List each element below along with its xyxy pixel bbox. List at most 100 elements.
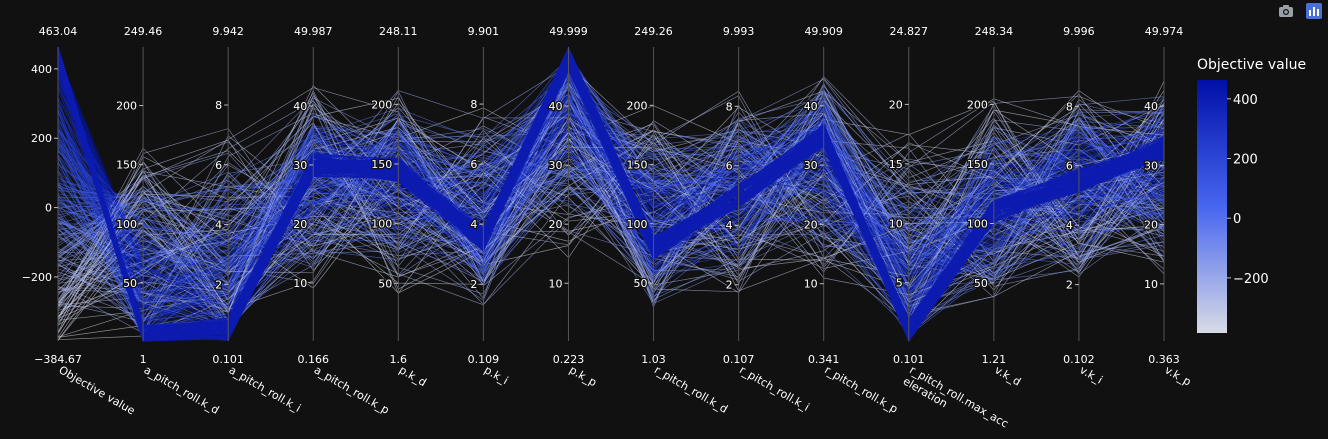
axis-title: Objective value (57, 363, 138, 417)
axis-tick-label: 50 (974, 277, 988, 290)
plotly-logo-button[interactable] (1304, 2, 1324, 20)
trial-line (57, 61, 1165, 268)
axis-max-label: 248.34 (975, 25, 1014, 38)
axis-tick-label: 10 (1144, 278, 1158, 291)
axis-tick-label: 40 (1144, 100, 1158, 113)
axis-max-label: 9.996 (1063, 25, 1095, 38)
best-trial-line (57, 55, 1165, 340)
axis-min-label: 1.03 (641, 353, 666, 366)
axis-tick-label: 6 (1066, 160, 1073, 173)
trial-line (57, 55, 1165, 307)
axis-tick-label: 30 (1144, 159, 1158, 172)
axis-tick-label: 2 (215, 278, 222, 291)
trial-line (57, 85, 1165, 291)
trial-line (57, 87, 1165, 318)
axis-tick-label: 100 (967, 217, 988, 230)
axis-tick-label: 15 (889, 158, 903, 171)
axis-title: v.k_p (1163, 363, 1194, 388)
trial-line (57, 98, 1165, 301)
camera-icon (1279, 5, 1293, 17)
axis-tick-label: 200 (967, 99, 988, 112)
axis-max-label: 49.987 (294, 25, 333, 38)
axis-min-label: 0.223 (553, 353, 585, 366)
trial-line (57, 65, 1165, 293)
colorbar-tick-label: 400 (1233, 93, 1258, 108)
axis-tick-label: 50 (634, 277, 648, 290)
axis-tick-label: 30 (293, 159, 307, 172)
axis-max-label: 248.11 (379, 25, 418, 38)
axis-min-label: 0.166 (297, 353, 329, 366)
trial-line (57, 125, 1165, 329)
axis-tick-label: 10 (889, 217, 903, 230)
axis-title: v.k_d (992, 363, 1023, 388)
trial-line (57, 97, 1165, 306)
axis-title: v.k_i (1077, 363, 1104, 386)
colorbar-gradient (1197, 80, 1227, 333)
axis-tick-label: 400 (31, 63, 52, 76)
axis-min-label: 0.363 (1148, 353, 1180, 366)
trial-line (57, 88, 1165, 304)
axis-tick-label: 8 (215, 99, 222, 112)
axis-min-label: 0.101 (893, 353, 925, 366)
colorbar-title: Objective value (1197, 57, 1306, 73)
axis-min-label: 0.341 (808, 353, 840, 366)
axis-title: r_pitch_roll.k_p (822, 363, 900, 415)
colorbar-tick-label: 0 (1233, 212, 1241, 227)
camera-button[interactable] (1276, 2, 1296, 20)
axis-tick-label: 200 (31, 132, 52, 145)
axis-min-label: −384.67 (34, 353, 82, 366)
axis-tick-label: 8 (726, 100, 733, 113)
axis-tick-label: 30 (548, 159, 562, 172)
axis-max-label: 24.827 (890, 25, 929, 38)
colorbar-tick-label: −200 (1233, 272, 1269, 287)
trial-line (57, 86, 1165, 270)
axis-title: r_pitch_roll.k_d (652, 363, 730, 415)
axis-max-label: 9.942 (212, 25, 244, 38)
colorbar-tick-label: 200 (1233, 153, 1258, 168)
best-trial-line (57, 57, 1165, 341)
plotly-logo-icon (1306, 3, 1322, 19)
axis-min-label: 1.21 (982, 353, 1007, 366)
trial-line (57, 72, 1165, 269)
axis-tick-label: 150 (371, 158, 392, 171)
axis-tick-label: 20 (804, 218, 818, 231)
axis-tick-label: 10 (548, 277, 562, 290)
trial-line (57, 126, 1165, 333)
axis-tick-label: 40 (804, 100, 818, 113)
axis-min-label: 0.107 (723, 353, 755, 366)
axis-tick-label: 30 (804, 159, 818, 172)
axis-min-label: 0.101 (212, 353, 244, 366)
axis-6[interactable]: 49.999 0.223 40 30 20 10 p.k_p (547, 25, 599, 389)
axis-4[interactable]: 248.11 1.6 200 150 100 50 p.k_d (370, 25, 429, 389)
axis-tick-label: 5 (896, 277, 903, 290)
axis-tick-label: 50 (378, 277, 392, 290)
axis-min-label: 0.109 (468, 353, 500, 366)
axis-tick-label: 200 (627, 99, 648, 112)
axis-max-label: 49.999 (549, 25, 588, 38)
axis-max-label: 9.993 (723, 25, 755, 38)
trial-line (57, 64, 1165, 317)
trial-line (57, 108, 1165, 326)
axis-tick-label: 4 (470, 218, 477, 231)
axis-tick-label: 150 (116, 159, 137, 172)
trial-line (57, 82, 1165, 304)
trial-line (57, 74, 1165, 318)
axis-tick-label: 100 (627, 218, 648, 231)
axis-tick-label: 0 (45, 202, 52, 215)
axis-max-label: 49.909 (804, 25, 843, 38)
axis-tick-label: −200 (22, 271, 52, 284)
axis-tick-label: 6 (470, 158, 477, 171)
trial-line (57, 118, 1165, 334)
axis-tick-label: 150 (627, 159, 648, 172)
axis-tick-label: 150 (967, 158, 988, 171)
best-trial-line (57, 47, 1165, 343)
axis-tick-label: 100 (371, 218, 392, 231)
axis-tick-label: 40 (293, 100, 307, 113)
axis-5[interactable]: 9.901 0.109 8 6 4 2 p.k_i (468, 25, 511, 387)
axis-title: p.k_i (482, 363, 511, 387)
axis-tick-label: 200 (116, 100, 137, 113)
axis-title: p.k_p (567, 363, 599, 389)
axis-tick-label: 6 (215, 159, 222, 172)
axis-tick-label: 100 (116, 218, 137, 231)
